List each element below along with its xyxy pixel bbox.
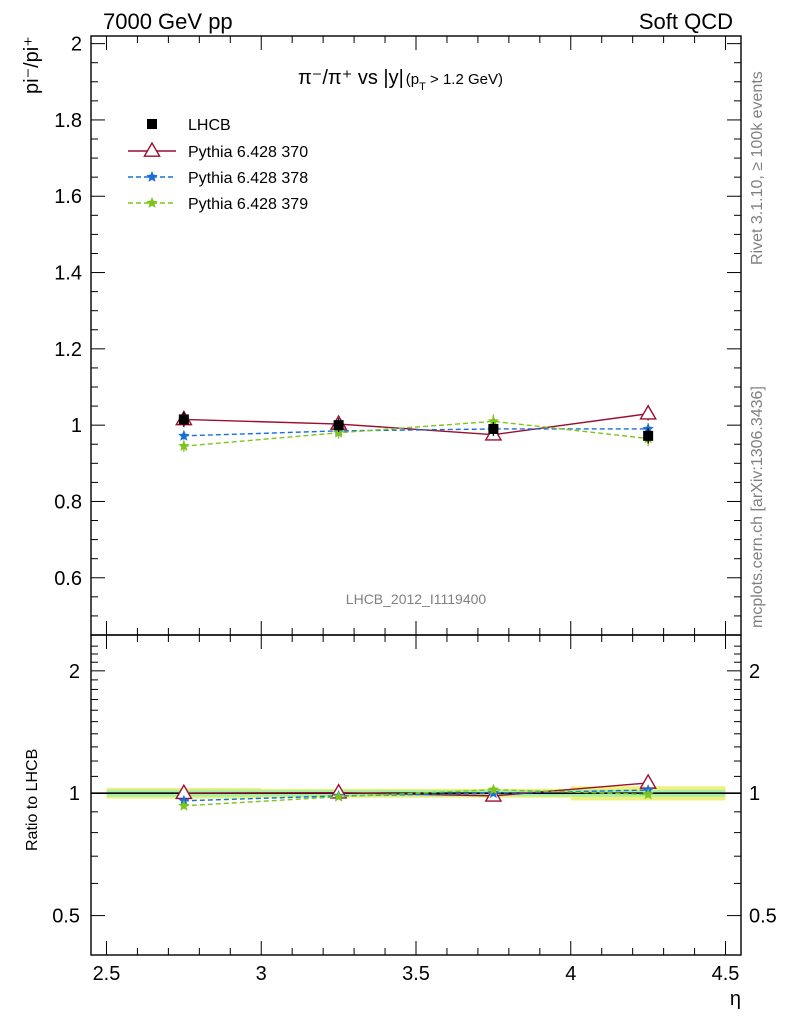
y-tick-label: 0.6 [54,568,82,590]
legend-marker-p370 [143,141,161,157]
header-left: 7000 GeV pp [103,9,233,34]
rivet-note: Rivet 3.1.10, ≥ 100k events [749,71,766,265]
y-tick-label: 1.2 [54,339,82,361]
ratio-y-tick-label-right: 1 [749,783,760,805]
point-lhcb [643,430,654,441]
header-right: Soft QCD [639,9,733,34]
mcplots-note: mcplots.cern.ch [arXiv:1306.3436] [749,386,766,628]
legend-label: Pythia 6.428 378 [188,170,308,187]
ratio-y-tick-label-right: 0.5 [749,906,777,928]
y-tick-label: 1.6 [54,186,82,208]
title-sub: (p [406,71,419,88]
point-p379 [487,415,500,427]
y-tick-label: 1.4 [54,263,82,285]
ratio-y-tick-label: 0.5 [52,906,80,928]
title-sub-end: > 1.2 GeV) [426,71,503,88]
chart-title: π⁻/π⁺ vs |y| (pT > 1.2 GeV) [298,67,503,93]
y-tick-label: 1.8 [54,110,82,132]
legend-label: LHCB [188,117,231,134]
main-panel: 0.6 0.8 1 1.2 1.4 1.6 1.8 2 [54,34,742,636]
ratio-y-tick-label-right: 2 [749,661,760,683]
series-line-3 [183,420,649,447]
x-tick-label: 4 [565,963,576,985]
point-p379 [178,440,190,451]
series-line-2 [183,428,649,437]
point-p378 [178,429,190,441]
y-tick-label: 2 [71,34,82,56]
legend-label: Pythia 6.428 379 [188,196,308,213]
title-main: π⁻/π⁺ vs |y| [298,67,404,89]
y-tick-label: 0.8 [54,491,82,513]
x-tick-label: 2.5 [93,963,121,985]
point-lhcb [178,414,189,425]
ratio-line-3 [183,789,649,807]
legend-marker-lhcb [147,119,157,129]
x-tick-label: 4.5 [712,963,740,985]
legend: LHCB Pythia 6.428 370 Pythia 6.428 378 Pyth… [128,117,308,213]
ratio-point-p379 [642,788,654,800]
ratio-ylabel: Ratio to LHCB [24,749,41,851]
point-p370 [639,404,657,420]
analysis-id: LHCB_2012_I1119400 [346,591,487,607]
x-axis-label: η [730,988,741,1010]
x-tick-label: 3.5 [402,963,430,985]
ratio-point-p378 [487,787,500,799]
ratio-y-tick-label: 2 [69,661,80,683]
ratio-point-p379 [487,783,500,795]
ratio-y-tick-label: 1 [69,783,80,805]
ratio-point-p379 [332,790,345,802]
series-line-1 [183,413,649,436]
legend-marker-star [146,171,158,182]
point-lhcb [333,420,344,431]
ratio-panel: 2.5 3 3.5 4 4.5 0.5 0.5 1 1 2 2 [52,36,777,985]
x-tick-label: 3 [256,963,267,985]
point-lhcb [488,423,499,434]
point-p379 [332,426,345,438]
title-sub-index: T [419,81,426,93]
legend-label: Pythia 6.428 370 [188,144,308,161]
main-ylabel: pi⁻/pi⁺ [21,36,43,94]
ratio-point-p379 [178,799,190,811]
legend-marker-star [146,197,158,208]
y-tick-label: 1 [71,415,82,437]
